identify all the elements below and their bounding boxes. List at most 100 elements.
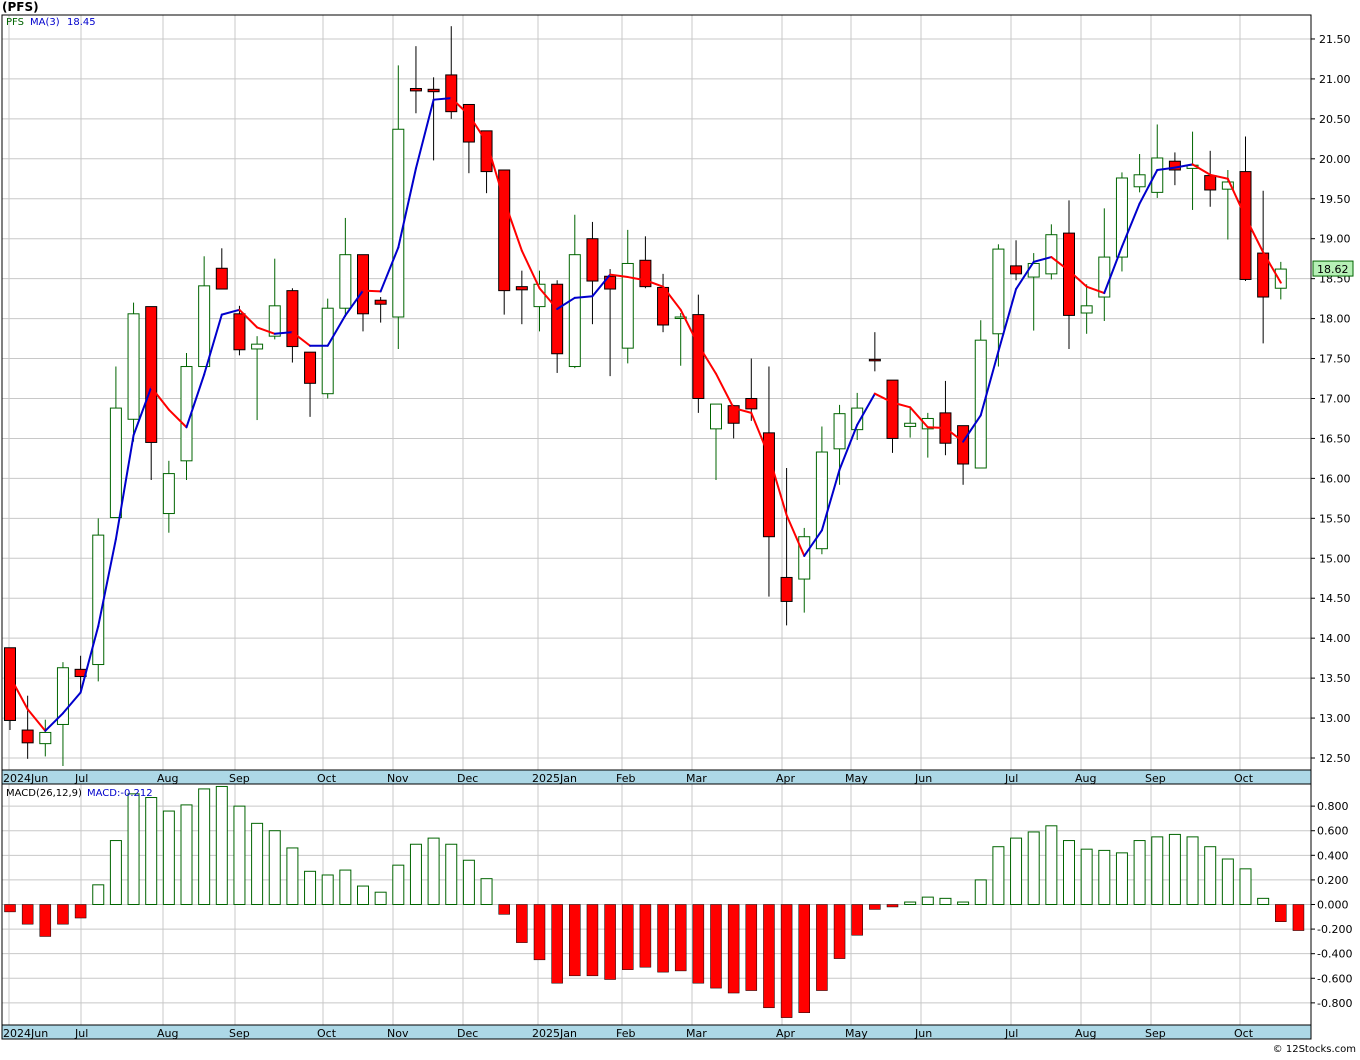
ma-segment xyxy=(79,625,100,694)
macd-bar-positive xyxy=(162,810,175,906)
month-label: 2025Jan xyxy=(532,772,577,785)
price-y-tick-label: 14.00 xyxy=(1319,632,1351,645)
macd-bar-negative xyxy=(816,904,828,991)
macd-bar-negative xyxy=(886,904,899,908)
macd-bar-positive xyxy=(1027,831,1040,906)
ma-segment xyxy=(1032,256,1053,263)
candle-up xyxy=(833,413,846,450)
candle-up xyxy=(1274,268,1287,289)
ma-segment xyxy=(1226,177,1247,219)
macd-y-tick-label: 0.600 xyxy=(1317,825,1349,838)
month-label: Jul xyxy=(1004,1027,1018,1040)
candle-down xyxy=(409,88,422,92)
macd-bar-positive xyxy=(127,793,140,905)
ma-segment xyxy=(167,408,188,429)
candle-up xyxy=(815,451,828,550)
ma-segment xyxy=(1120,202,1141,248)
ma-segment xyxy=(644,279,665,288)
macd-bar-positive xyxy=(251,822,264,905)
macd-y-tick-label: 0.000 xyxy=(1317,899,1349,912)
legend-ma-value: 18.45 xyxy=(67,17,96,28)
macd-bar-positive xyxy=(939,897,952,906)
macd-bar-positive xyxy=(1133,840,1146,905)
ma-segment xyxy=(1103,245,1123,295)
macd-y-tick-label: 0.200 xyxy=(1317,874,1349,887)
month-label: Oct xyxy=(1234,772,1254,785)
candle-down xyxy=(480,130,493,173)
macd-bar-positive xyxy=(462,859,475,905)
ma-segment xyxy=(520,249,541,290)
ma-segment xyxy=(450,97,470,116)
candle-down xyxy=(233,313,246,351)
macd-bar-negative xyxy=(851,904,863,936)
candle-up xyxy=(1045,234,1058,275)
macd-bar-positive xyxy=(180,804,193,906)
candle-down xyxy=(762,432,775,538)
macd-bar-positive xyxy=(427,837,440,906)
macd-bar-positive xyxy=(1204,846,1217,905)
candle-up xyxy=(851,407,864,431)
ma-segment xyxy=(1068,269,1088,288)
candle-up xyxy=(56,667,69,725)
candle-up xyxy=(674,316,687,319)
candle-down xyxy=(357,254,369,315)
axis-band xyxy=(1,769,1312,785)
x-axis-top: 2024Jun Jul Aug Sep Oct Nov Dec 2025Jan Feb Mar Ap… xyxy=(1,769,1312,785)
candle-down xyxy=(1204,175,1217,191)
month-label: Sep xyxy=(1145,772,1166,785)
moving-average-line xyxy=(9,97,1282,732)
candle-up xyxy=(321,307,334,395)
price-y-tick-label: 15.00 xyxy=(1319,552,1351,565)
price-candles xyxy=(4,26,1287,767)
ma-segment xyxy=(1209,173,1229,180)
ma-segment xyxy=(432,97,453,101)
price-y-tick-label: 14.50 xyxy=(1319,592,1351,605)
ma-segment xyxy=(326,314,347,347)
month-label: 2024Jun xyxy=(3,1027,48,1040)
ma-segment xyxy=(609,273,629,279)
month-label: Jul xyxy=(1004,772,1018,785)
macd-y-tick-label: -0.800 xyxy=(1317,997,1352,1010)
month-label: Mar xyxy=(686,1027,707,1040)
ma-segment xyxy=(662,285,682,311)
macd-bar-positive xyxy=(904,901,917,906)
macd-bar-positive xyxy=(268,830,281,905)
candle-up xyxy=(268,305,281,337)
macd-bar-positive xyxy=(1257,897,1270,906)
ma-segment xyxy=(767,455,788,517)
ma-segment xyxy=(715,372,735,410)
macd-legend-value: MACD:-0.212 xyxy=(87,788,153,799)
month-label: Apr xyxy=(776,1027,796,1040)
macd-bar-negative xyxy=(586,904,599,977)
ma-segment xyxy=(1156,166,1176,171)
ma-segment xyxy=(891,401,912,409)
macd-bar-positive xyxy=(1186,836,1199,905)
macd-bar-positive xyxy=(304,870,317,906)
macd-bar-positive xyxy=(921,896,934,905)
ma-segment xyxy=(944,427,965,443)
ma-segment xyxy=(256,326,276,335)
price-y-tick-label: 17.50 xyxy=(1319,353,1351,366)
ma-segment xyxy=(150,386,170,411)
candle-up xyxy=(921,417,934,430)
month-label: Aug xyxy=(1075,1027,1096,1040)
macd-bar-positive xyxy=(1239,868,1252,906)
candle-down xyxy=(1063,232,1075,316)
macd-bar-positive xyxy=(957,901,970,906)
ma-segment xyxy=(803,529,823,557)
candle-up xyxy=(109,407,122,519)
macd-bar-positive xyxy=(357,885,369,906)
month-label: Jun xyxy=(914,772,932,785)
last-price-badge: 18.62 xyxy=(1312,260,1354,277)
ma-segment xyxy=(979,350,1000,417)
price-y-tick-label: 20.50 xyxy=(1319,113,1351,126)
macd-bar-negative xyxy=(745,904,758,991)
macd-bar-positive xyxy=(1151,836,1164,905)
price-y-tick-label: 19.00 xyxy=(1319,233,1351,246)
month-label: Sep xyxy=(229,1027,250,1040)
month-label: Apr xyxy=(776,772,796,785)
month-label: Mar xyxy=(686,772,707,785)
ma-segment xyxy=(785,514,806,557)
ma-segment xyxy=(291,331,312,347)
macd-y-tick-label: 0.400 xyxy=(1317,849,1349,862)
